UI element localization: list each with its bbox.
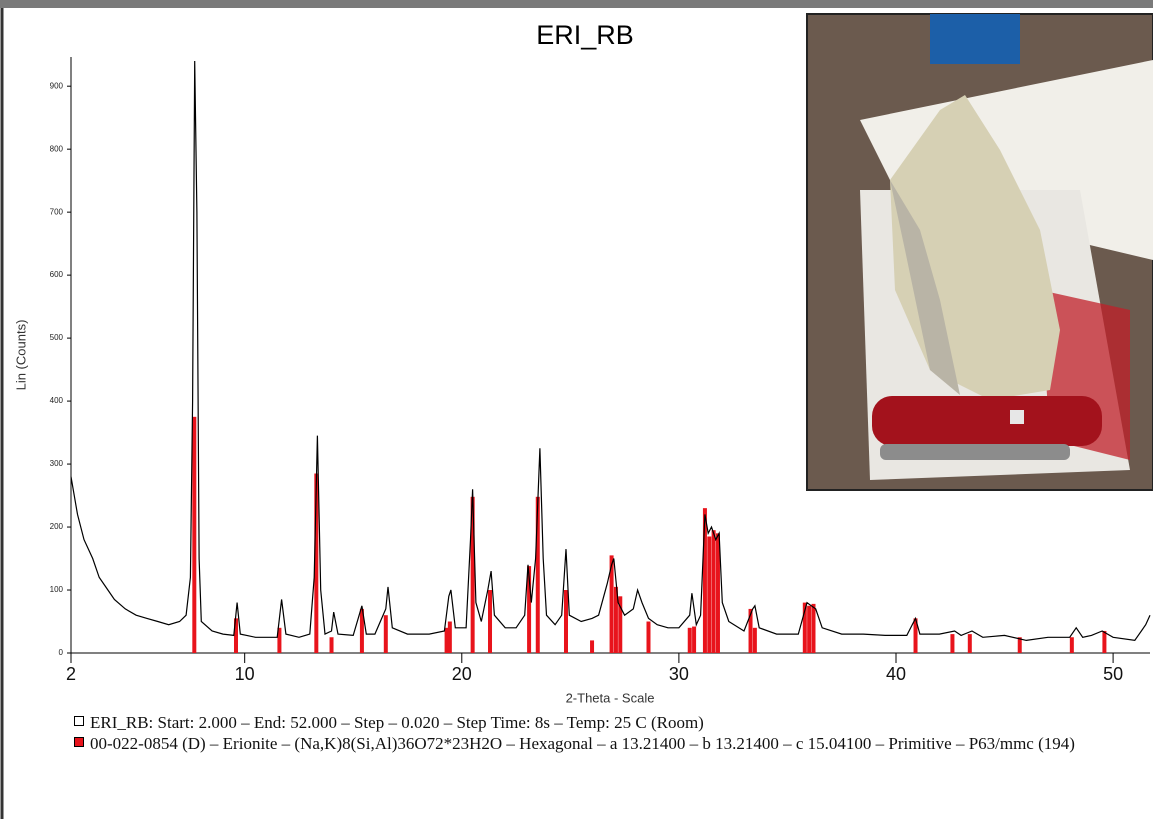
reference-peak [470,496,475,653]
reference-peak [563,590,568,653]
legend-icon [74,737,84,747]
reference-peak [711,530,716,653]
x-tick-label: 40 [886,664,906,684]
reference-peak [359,608,364,653]
reference-peak [802,602,807,653]
diffraction-pattern [70,60,1151,642]
reference-peak [1102,630,1107,653]
reference-peak [383,615,388,653]
reference-peak [715,533,720,653]
reference-peak [314,473,319,653]
y-tick-label: 200 [50,522,64,531]
x-tick-label: 2 [66,664,76,684]
reference-peak [913,618,918,653]
reference-peak [692,626,697,653]
reference-peak [967,634,972,653]
y-tick-label: 500 [50,333,64,342]
reference-peak [702,508,707,653]
reference-peak [447,621,452,653]
plot-area: 0 100 200 300 400 500 600 700 800 900 2 10 20 30 40 50 [50,57,1151,684]
x-tick-label: 50 [1103,664,1123,684]
reference-peak [707,536,712,653]
chart-title: ERI_RB [536,20,634,50]
x-tick-label: 10 [235,664,255,684]
reference-peak [1017,637,1022,653]
y-axis-label: Lin (Counts) [13,320,28,391]
x-tick-label: 30 [669,664,689,684]
reference-peak [613,586,618,653]
legend-icon [74,716,84,726]
y-tick-label: 300 [50,459,64,468]
reference-peak [444,627,449,653]
legend: ERI_RB: Start: 2.000 – End: 52.000 – Ste… [74,712,1134,754]
window-top-bar [0,0,1153,8]
y-tick-label: 900 [50,81,64,90]
reference-peak [590,640,595,653]
reference-peak [277,627,282,653]
reference-peak [950,634,955,653]
y-tick-label: 400 [50,396,64,405]
legend-text: ERI_RB: Start: 2.000 – End: 52.000 – Ste… [90,713,704,732]
y-tick-label: 600 [50,270,64,279]
reference-peak [618,596,623,653]
reference-peak [609,555,614,653]
legend-entry: 00-022-0854 (D) – Erionite – (Na,K)8(Si,… [74,733,1134,754]
reference-peak [233,618,238,653]
reference-peak [687,627,692,653]
y-tick-label: 700 [50,207,64,216]
reference-peak [646,621,651,653]
reference-peak [1069,637,1074,653]
x-tick-label: 20 [452,664,472,684]
reference-peak [807,605,812,653]
reference-peak [192,416,197,653]
reference-peak [488,590,493,653]
reference-peak [329,637,334,653]
reference-peak [811,603,816,653]
legend-entry: ERI_RB: Start: 2.000 – End: 52.000 – Ste… [74,712,1134,733]
reference-peak [527,566,532,653]
legend-text: 00-022-0854 (D) – Erionite – (Na,K)8(Si,… [90,734,1075,753]
photo-inset [806,13,1153,491]
y-tick-label: 0 [59,648,64,657]
y-tick-label: 100 [50,585,64,594]
reference-peak [535,496,540,653]
reference-peak [752,627,757,653]
y-tick-label: 800 [50,144,64,153]
reference-peak [748,608,753,653]
x-axis-label: 2-Theta - Scale [566,690,655,705]
